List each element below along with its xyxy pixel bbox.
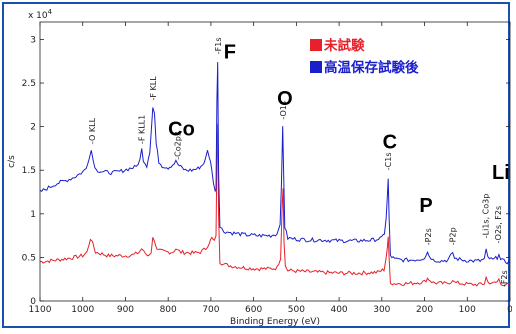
x-tick-label: 900 <box>117 305 134 315</box>
peak-labels: -O KLL -F KLL1 -F KLL -Co2p3 -F1s -O1s -C1s -P2… <box>88 38 509 288</box>
element-label: P <box>419 195 432 217</box>
legend-swatch <box>310 61 322 73</box>
legend-swatch <box>310 39 322 51</box>
spectrum-curves <box>39 62 511 287</box>
element-label: O <box>277 88 293 110</box>
peak-label: -Li1s, Co3p <box>482 194 491 239</box>
x-tick-label: 1100 <box>29 305 52 315</box>
x-tick-label: 500 <box>288 305 305 315</box>
y-multiplier-label: x 104 <box>28 8 53 21</box>
x-tick-label: 700 <box>202 305 219 315</box>
element-label: C <box>383 131 397 153</box>
peak-label: -P2p <box>449 227 458 245</box>
y-axis: 0 0.5 1 1.5 2 2.5 3 <box>22 35 510 307</box>
x-tick-label: 100 <box>459 305 476 315</box>
peak-label: -F2s <box>500 270 509 287</box>
x-tick-label: 400 <box>330 305 347 315</box>
x-axis: 1100 1000 900 800 700 600 500 400 300 200 100 0 <box>29 22 512 315</box>
x-tick-label: 0 <box>507 305 512 315</box>
x-tick-label: 200 <box>416 305 433 315</box>
peak-label: -F1s <box>214 38 223 55</box>
series-line-1 <box>39 62 511 265</box>
x-tick-label: 1000 <box>71 305 94 315</box>
x-tick-label: 300 <box>373 305 390 315</box>
peak-label: -F KLL1 <box>138 115 147 144</box>
y-tick-label: 3 <box>30 35 36 45</box>
peak-label: -C1s <box>384 152 393 170</box>
y-tick-label: 1 <box>30 210 36 220</box>
peak-label: -O2s, F2s <box>494 206 503 244</box>
element-labels: F Co O C P Li <box>168 42 510 217</box>
element-label: Co <box>168 118 195 140</box>
peak-label: -O KLL <box>88 117 97 144</box>
legend-label: 高温保存試験後 <box>324 59 419 76</box>
peak-label: -Co2p3 <box>174 131 183 160</box>
chart-frame: 1100 1000 900 800 700 600 500 400 300 200 100 0 0 0.… <box>2 2 512 328</box>
peak-label: -O1s <box>279 101 288 120</box>
peak-label: -F KLL <box>149 76 158 101</box>
y-tick-label: 1.5 <box>22 166 36 176</box>
plot-area <box>39 21 511 302</box>
x-axis-title: Binding Energy (eV) <box>230 317 320 327</box>
element-label: Li <box>492 162 510 184</box>
peak-label: -P2s <box>424 228 433 245</box>
x-tick-label: 800 <box>160 305 177 315</box>
xps-spectrum-chart: 1100 1000 900 800 700 600 500 400 300 200 100 0 00.… <box>7 8 512 327</box>
legend-label: 未試験 <box>324 37 365 54</box>
y-tick-label: 0 <box>30 297 36 307</box>
y-tick-label: 2 <box>30 123 36 133</box>
y-tick-label: 0.5 <box>22 253 36 263</box>
y-axis-title: c/s <box>7 155 17 168</box>
series-line-0 <box>39 123 511 287</box>
element-label: F <box>224 42 236 64</box>
y-tick-label: 2.5 <box>22 79 36 89</box>
x-tick-label: 600 <box>245 305 262 315</box>
